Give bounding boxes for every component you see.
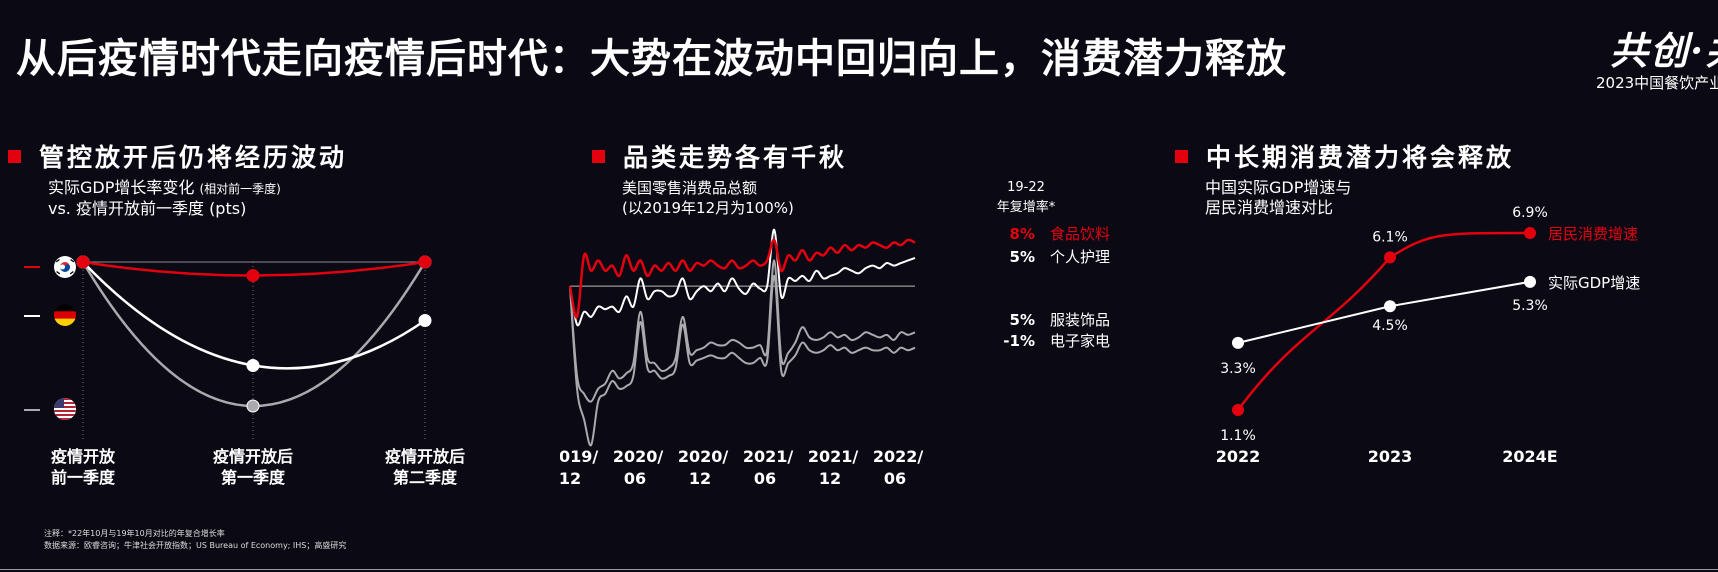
x-tick-label: 2022/ <box>873 447 924 466</box>
panel2-title: 品类走势各有千秋 <box>623 143 848 172</box>
section-bullet-icon <box>1175 149 1188 163</box>
x-tick-label: 2023 <box>1368 447 1413 466</box>
cagr-header-line1: 19-22 <box>1007 180 1045 195</box>
legend-rate: 8% <box>1010 225 1035 243</box>
data-point <box>1232 404 1244 416</box>
x-tick-label: 06 <box>884 469 906 488</box>
panel1-subtitle-line1: 实际GDP增长率变化 <box>48 178 195 197</box>
x-tick-label: 12 <box>689 469 711 488</box>
x-tick-label: 2019/ <box>560 447 598 466</box>
x-tick-label: 06 <box>754 469 776 488</box>
panel3-header: 中长期消费潜力将会释放 <box>1175 138 1514 174</box>
legend-label: 服装饰品 <box>1050 311 1110 329</box>
x-tick-label: 前一季度 <box>51 468 116 487</box>
data-label: 4.5% <box>1372 318 1408 334</box>
x-tick-label: 疫情开放后 <box>385 447 465 466</box>
south-korea-legend-dash <box>24 266 40 268</box>
data-label: 6.1% <box>1372 229 1408 245</box>
panel3-subtitle-line1: 中国实际GDP增速与 <box>1205 178 1352 197</box>
x-tick-label: 2021/ <box>743 447 794 466</box>
logo-sub-text: 2023中国餐饮产业 <box>1596 74 1718 92</box>
x-tick-label: 疫情开放 <box>51 447 116 466</box>
series-line-0 <box>568 238 916 319</box>
data-point <box>1524 275 1536 288</box>
section-bullet-icon <box>8 149 21 163</box>
series-line-2 <box>569 259 916 403</box>
panel2-subtitle: 美国零售消费品总额 (以2019年12月为100%) <box>622 178 794 218</box>
data-point <box>246 359 260 372</box>
series-line-usa <box>81 261 427 408</box>
panel3-subtitle: 中国实际GDP增速与 居民消费增速对比 <box>1205 178 1351 218</box>
data-point <box>1384 300 1396 313</box>
us-retail-chart: 2019/12 2020/06 2020/12 2021/06 2021/12 2022/… <box>560 225 1110 488</box>
legend-label: 实际GDP增速 <box>1548 274 1640 292</box>
panel1-subtitle-line2: vs. 疫情开放前一季度 (pts) <box>48 199 247 218</box>
germany-legend-dash <box>24 315 40 317</box>
legend-label: 居民消费增速 <box>1548 225 1638 243</box>
x-tick-label: 2022 <box>1216 447 1261 466</box>
data-point <box>418 314 432 327</box>
bottom-divider <box>0 569 1718 570</box>
data-label: 1.1% <box>1220 428 1256 444</box>
germany-flag-icon <box>54 304 76 326</box>
legend-label: 个人护理 <box>1050 248 1110 266</box>
legend-rate: 5% <box>1010 311 1035 329</box>
series-line-1 <box>569 228 916 327</box>
x-tick-label: 疫情开放后 <box>213 447 293 466</box>
panel2-subtitle-line2: (以2019年12月为100%) <box>622 199 794 217</box>
legend-label: 食品饮料 <box>1050 225 1110 243</box>
footnote: 注释：*22年10月与19年10月对比的年复合增长率 <box>44 529 225 538</box>
panel1-subtitle-small: (相对前一季度) <box>199 182 281 196</box>
panel1-header: 管控放开后仍将经历波动 <box>8 138 347 174</box>
usa-flag-icon <box>54 398 76 420</box>
x-tick-label: 第二季度 <box>393 468 458 487</box>
panel1-title: 管控放开后仍将经历波动 <box>39 143 348 172</box>
page-title: 从后疫情时代走向疫情后时代：大势在波动中回归向上，消费潜力释放 <box>16 36 1287 82</box>
data-point <box>418 255 432 269</box>
event-logo: 共创·共 2023中国餐饮产业 <box>1588 20 1718 95</box>
x-tick-label: 12 <box>560 469 581 488</box>
south-korea-flag-icon <box>54 256 76 278</box>
x-tick-label: 2020/ <box>613 447 664 466</box>
logo-main-text: 共创·共 <box>1610 28 1718 73</box>
data-point <box>1524 227 1536 239</box>
series-line-3 <box>569 274 916 447</box>
panel3-title: 中长期消费潜力将会释放 <box>1206 143 1515 172</box>
legend-label: 电子家电 <box>1050 332 1110 350</box>
source-note: 数据来源：欧睿咨询；牛津社会开放指数；US Bureau of Economy;… <box>44 541 347 550</box>
data-point <box>76 255 90 269</box>
data-point <box>1232 336 1244 349</box>
usa-legend-dash <box>24 409 40 411</box>
panel1-subtitle: 实际GDP增长率变化 (相对前一季度) vs. 疫情开放前一季度 (pts) <box>48 178 281 219</box>
x-tick-label: 06 <box>624 469 646 488</box>
data-point <box>246 399 260 413</box>
cagr-header-line2: 年复增率* <box>996 200 1056 215</box>
legend-rate: 5% <box>1010 248 1035 266</box>
x-tick-label: 2024E <box>1502 447 1557 466</box>
cagr-header: 19-22 年复增率* <box>990 178 1062 218</box>
data-label: 3.3% <box>1220 361 1256 377</box>
x-tick-label: 2020/ <box>678 447 729 466</box>
x-tick-label: 第一季度 <box>221 468 286 487</box>
data-point <box>1384 251 1396 264</box>
data-label: 5.3% <box>1512 298 1548 314</box>
data-label: 6.9% <box>1512 205 1548 221</box>
x-tick-label: 2021/ <box>808 447 859 466</box>
x-tick-label: 12 <box>819 469 841 488</box>
panel2-header: 品类走势各有千秋 <box>592 138 847 174</box>
data-point <box>246 269 260 282</box>
panel2-subtitle-line1: 美国零售消费品总额 <box>622 179 758 197</box>
section-bullet-icon <box>592 149 605 163</box>
panel3-subtitle-line2: 居民消费增速对比 <box>1205 198 1334 217</box>
legend-rate: -1% <box>1003 332 1035 350</box>
